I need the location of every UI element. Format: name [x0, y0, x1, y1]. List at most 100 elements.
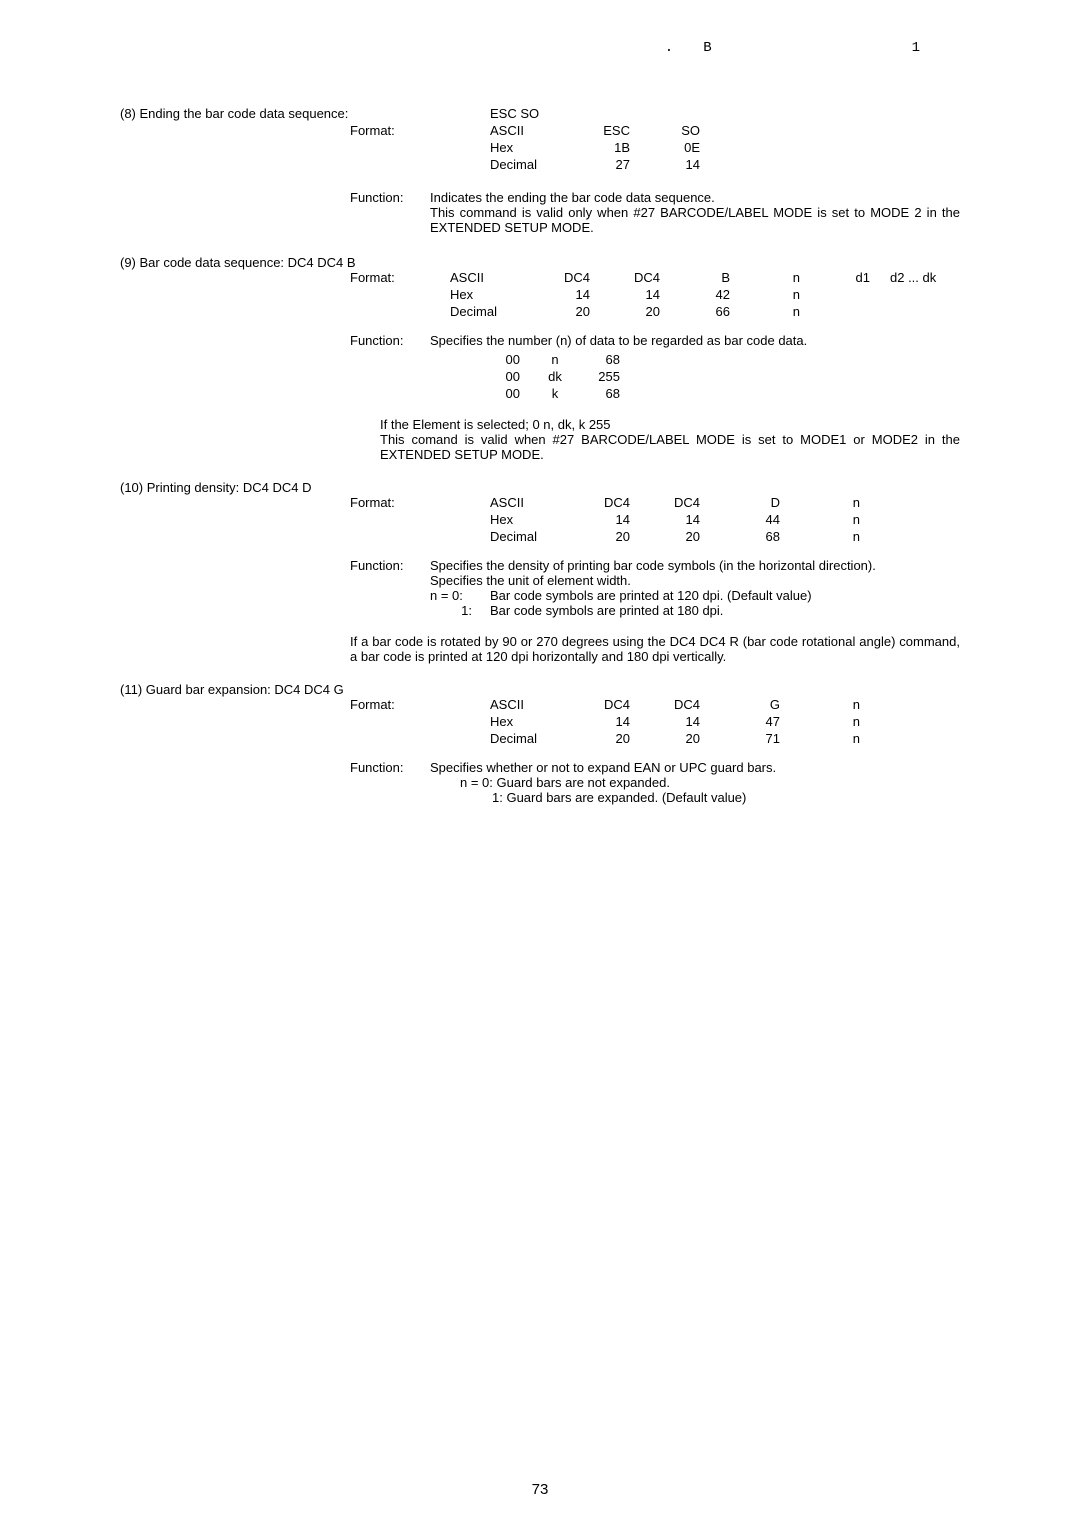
s10-func-line1: Specifies the density of printing bar co… [430, 558, 960, 573]
s10-hex-c4: n [800, 512, 880, 529]
s8-title-line: (8) Ending the bar code data sequence: E… [120, 106, 960, 121]
s11-table: ASCII DC4 DC4 G n Hex 14 14 47 n Decimal… [490, 697, 880, 748]
s11-func-line1: Specifies whether or not to expand EAN o… [430, 760, 960, 775]
s10-dec-c3: 68 [720, 529, 800, 546]
s11-opt1: 1: Guard bars are expanded. (Default val… [430, 790, 960, 805]
s10-function: Function: Specifies the density of print… [120, 558, 960, 618]
s10-hex-c3: 44 [720, 512, 800, 529]
s9-hex-lab: Hex [450, 287, 540, 304]
s8-hex-c1: 1B [580, 140, 650, 157]
s9-ascii-c1: DC4 [540, 270, 610, 287]
s9-lim-r3a: 00 [490, 386, 540, 403]
s9-func-line1: Specifies the number (n) of data to be r… [430, 333, 960, 348]
s11-dec-c3: 71 [720, 731, 800, 748]
s10-opt0-label: n = 0: [430, 588, 490, 603]
s9-ascii-c2: DC4 [610, 270, 680, 287]
s9-lim-r2a: 00 [490, 369, 540, 386]
s11-ascii-c3: G [720, 697, 800, 714]
page-number: 73 [0, 1481, 1080, 1498]
s9-ascii-c3: B [680, 270, 750, 287]
s9-function: Function: Specifies the number (n) of da… [120, 333, 960, 348]
s9-dec-c6 [890, 304, 960, 321]
s8-hex-c2: 0E [650, 140, 720, 157]
s9-hex-c4: n [750, 287, 820, 304]
s9-table: ASCII DC4 DC4 B n d1 d2 ... dk Hex 14 14… [450, 270, 960, 321]
page-header: . B 1 [120, 40, 960, 56]
s10-hex-c1: 14 [580, 512, 650, 529]
s10-format-label: Format: [120, 495, 490, 546]
s8-func-line2: This command is valid only when #27 BARC… [430, 205, 960, 235]
s8-table: ASCIIESCSO Hex1B0E Decimal2714 [490, 123, 720, 174]
s10-ascii-c2: DC4 [650, 495, 720, 512]
header-dot: . [665, 40, 673, 56]
s9-lim-r1c: 68 [590, 352, 640, 369]
s8-func-line1: Indicates the ending the bar code data s… [430, 190, 960, 205]
s11-format-label: Format: [120, 697, 490, 748]
s9-lim-r3b: k [540, 386, 590, 403]
s9-dec-c3: 66 [680, 304, 750, 321]
s11-ascii-lab: ASCII [490, 697, 580, 714]
s8-dec-c2: 14 [650, 157, 720, 174]
s11-hex-c2: 14 [650, 714, 720, 731]
s11-hex-c3: 47 [720, 714, 800, 731]
s10-hex-lab: Hex [490, 512, 580, 529]
s10-ascii-c4: n [800, 495, 880, 512]
s9-ascii-c4: n [750, 270, 820, 287]
s11-title: (11) Guard bar expansion: DC4 DC4 G [120, 682, 960, 697]
s10-dec-c1: 20 [580, 529, 650, 546]
s10-dec-c2: 20 [650, 529, 720, 546]
s8-dec-lab: Decimal [490, 157, 580, 174]
s8-esc-so: ESC SO [490, 106, 539, 121]
header-b: B [703, 40, 711, 56]
s11-dec-c1: 20 [580, 731, 650, 748]
s9-lim-r2c: 255 [590, 369, 640, 386]
s9-para: If the Element is selected; 0 n, dk, k 2… [380, 417, 960, 462]
s10-func-line2: Specifies the unit of element width. [430, 573, 960, 588]
s9-hex-c3: 42 [680, 287, 750, 304]
s9-ascii-c5: d1 [820, 270, 890, 287]
s9-dec-c5 [820, 304, 890, 321]
s9-format-row: Format: ASCII DC4 DC4 B n d1 d2 ... dk H… [120, 270, 960, 321]
s9-ascii-c6: d2 ... dk [890, 270, 960, 287]
s8-ascii-lab: ASCII [490, 123, 580, 140]
s8-format-row: Format: ASCIIESCSO Hex1B0E Decimal2714 [120, 123, 960, 174]
s9-dec-c2: 20 [610, 304, 680, 321]
s10-opt1-label: 1: [430, 603, 490, 618]
s11-hex-c1: 14 [580, 714, 650, 731]
s10-table: ASCII DC4 DC4 D n Hex 14 14 44 n Decimal… [490, 495, 880, 546]
s11-hex-lab: Hex [490, 714, 580, 731]
s8-hex-lab: Hex [490, 140, 580, 157]
s10-opt1-text: Bar code symbols are printed at 180 dpi. [490, 603, 723, 618]
s8-func-label: Function: [350, 190, 430, 235]
s9-lim-r2b: dk [540, 369, 590, 386]
s11-opt0: n = 0: Guard bars are not expanded. [430, 775, 960, 790]
s10-para: If a bar code is rotated by 90 or 270 de… [350, 634, 960, 664]
s11-dec-lab: Decimal [490, 731, 580, 748]
s9-lim-r1b: n [540, 352, 590, 369]
s8-ascii-c1: ESC [580, 123, 650, 140]
s9-ascii-lab: ASCII [450, 270, 540, 287]
s9-lim-r3c: 68 [590, 386, 640, 403]
s11-hex-c4: n [800, 714, 880, 731]
s9-hex-c6 [890, 287, 960, 304]
s10-hex-c2: 14 [650, 512, 720, 529]
s10-func-label: Function: [350, 558, 430, 618]
s9-para1: If the Element is selected; 0 n, dk, k 2… [380, 417, 960, 432]
s10-dec-c4: n [800, 529, 880, 546]
s8-ascii-c2: SO [650, 123, 720, 140]
s9-para2: This comand is valid when #27 BARCODE/LA… [380, 432, 960, 462]
s11-ascii-c1: DC4 [580, 697, 650, 714]
page: . B 1 (8) Ending the bar code data seque… [0, 0, 1080, 855]
s10-ascii-c1: DC4 [580, 495, 650, 512]
s11-dec-c4: n [800, 731, 880, 748]
s10-title: (10) Printing density: DC4 DC4 D [120, 480, 960, 495]
s11-function: Function: Specifies whether or not to ex… [120, 760, 960, 805]
s11-dec-c2: 20 [650, 731, 720, 748]
s8-dec-c1: 27 [580, 157, 650, 174]
s10-format-row: Format: ASCII DC4 DC4 D n Hex 14 14 44 n… [120, 495, 960, 546]
s9-limits: 00n68 00dk255 00k68 [490, 352, 640, 403]
s9-dec-c1: 20 [540, 304, 610, 321]
s11-ascii-c4: n [800, 697, 880, 714]
s8-function: Function: Indicates the ending the bar c… [120, 190, 960, 235]
s11-format-row: Format: ASCII DC4 DC4 G n Hex 14 14 47 n… [120, 697, 960, 748]
